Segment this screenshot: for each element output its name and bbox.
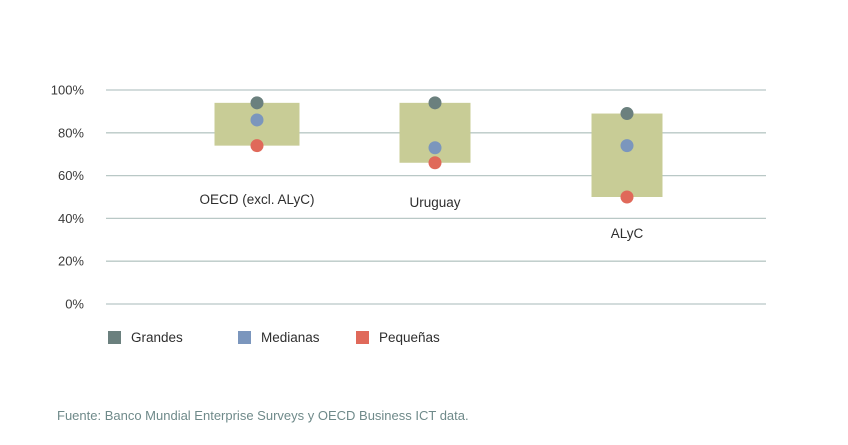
data-point-medianas [250,113,264,127]
legend-item-grandes: Grandes [108,330,238,345]
category-label: OECD (excl. ALyC) [199,192,314,207]
data-point-pequenas [620,190,634,204]
legend-swatch-pequenas [356,331,369,344]
data-point-grandes [620,107,634,121]
data-point-pequenas [250,139,264,153]
category-label: ALyC [611,226,644,241]
y-tick-label: 80% [58,125,84,140]
y-tick-label: 40% [58,211,84,226]
y-tick-label: 100% [51,83,85,98]
data-point-grandes [428,96,442,110]
legend-item-medianas: Medianas [238,330,356,345]
data-point-grandes [250,96,264,110]
source-note: Fuente: Banco Mundial Enterprise Surveys… [57,408,469,423]
y-tick-label: 0% [65,297,84,312]
legend: Grandes Medianas Pequeñas [108,330,440,345]
legend-label-medianas: Medianas [261,330,320,345]
category-label: Uruguay [409,195,460,210]
legend-swatch-medianas [238,331,251,344]
legend-item-pequenas: Pequeñas [356,330,440,345]
y-tick-label: 20% [58,254,84,269]
legend-label-grandes: Grandes [131,330,183,345]
data-point-pequenas [428,156,442,170]
data-point-medianas [620,139,634,153]
legend-label-pequenas: Pequeñas [379,330,440,345]
legend-swatch-grandes [108,331,121,344]
data-point-medianas [428,141,442,155]
y-tick-label: 60% [58,168,84,183]
range-box [591,113,663,197]
